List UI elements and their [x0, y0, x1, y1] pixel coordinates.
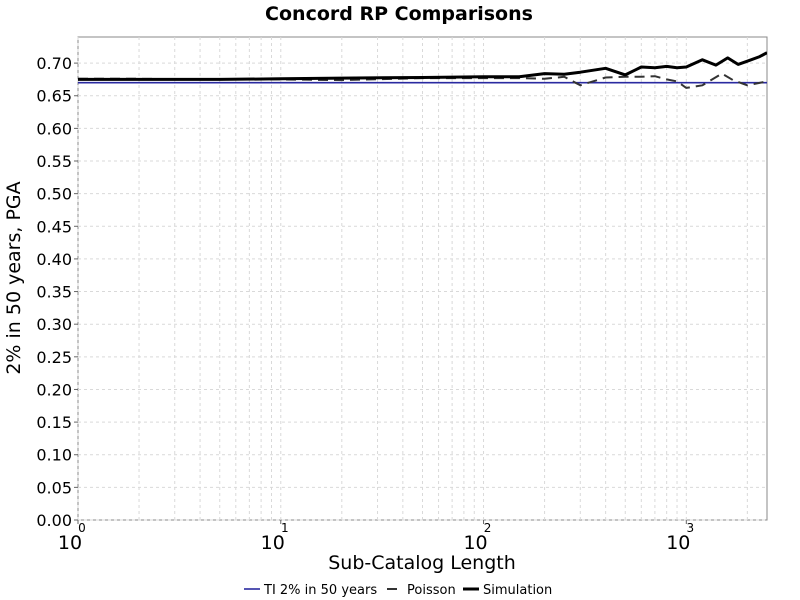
legend-label: TI 2% in 50 years: [263, 583, 377, 598]
y-tick-label: 0.00: [36, 511, 72, 530]
x-tick-exponent: 2: [484, 521, 492, 535]
x-tick-exponent: 3: [686, 521, 694, 535]
y-tick-label: 0.70: [36, 54, 72, 73]
y-tick-label: 0.55: [36, 152, 72, 171]
series-lines: [78, 51, 767, 89]
grid-lines: [77, 37, 767, 521]
legend-label: Poisson: [407, 583, 456, 598]
y-tick-label: 0.45: [36, 217, 72, 236]
legend: TI 2% in 50 years Poisson Simulation: [244, 583, 552, 598]
y-axis-label: 2% in 50 years, PGA: [3, 181, 25, 374]
y-axis-ticks: 0.00 0.05 0.10 0.15 0.20 0.25 0.30 0.35 0.40 0.45…: [36, 54, 78, 530]
y-tick-label: 0.35: [36, 283, 72, 302]
chart-title: Concord RP Comparisons: [265, 3, 533, 25]
series-line-poisson: [78, 72, 767, 89]
y-tick-label: 0.30: [36, 315, 72, 334]
y-tick-label: 0.25: [36, 348, 72, 367]
y-tick-label: 0.65: [36, 87, 72, 106]
y-tick-label: 0.40: [36, 250, 72, 269]
x-axis-label: Sub-Catalog Length: [328, 552, 516, 574]
y-tick-label: 0.10: [36, 446, 72, 465]
x-tick-base: 10: [666, 532, 690, 554]
x-tick-base: 10: [261, 532, 285, 554]
x-tick-exponent: 0: [78, 521, 86, 535]
x-tick-base: 10: [463, 532, 487, 554]
x-tick-base: 10: [58, 532, 82, 554]
series-line-simulation: [78, 51, 767, 81]
legend-label: Simulation: [483, 583, 552, 598]
y-tick-label: 0.50: [36, 185, 72, 204]
y-tick-label: 0.60: [36, 119, 72, 138]
y-tick-label: 0.15: [36, 413, 72, 432]
x-tick-exponent: 1: [281, 521, 289, 535]
y-tick-label: 0.05: [36, 478, 72, 497]
y-tick-label: 0.20: [36, 380, 72, 399]
